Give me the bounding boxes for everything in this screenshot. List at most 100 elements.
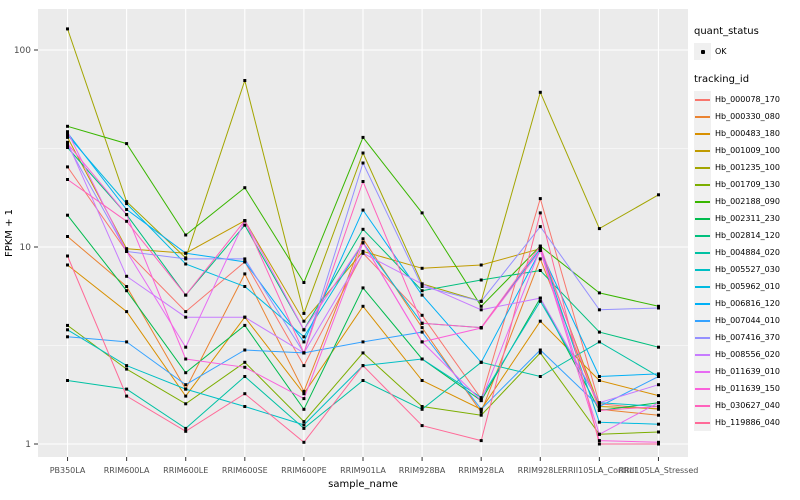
data-point — [125, 285, 129, 288]
line-swatch-icon — [695, 183, 710, 186]
legend-item-label: Hb_002814_120 — [715, 231, 780, 240]
data-point — [420, 293, 424, 297]
line-swatch-icon — [695, 132, 710, 135]
data-point — [125, 367, 129, 371]
line-swatch-icon — [695, 421, 710, 424]
legend-item-label: Hb_007416_370 — [715, 333, 780, 342]
legend-item-Hb_006816_120: Hb_006816_120 — [694, 295, 800, 312]
legend-key — [694, 227, 711, 244]
data-point — [479, 407, 483, 411]
legend-item-label: Hb_008556_020 — [715, 350, 780, 359]
data-point — [479, 399, 483, 403]
data-point — [125, 364, 129, 368]
data-point — [420, 330, 424, 334]
data-point — [243, 375, 247, 378]
legend-item-Hb_004884_020: Hb_004884_020 — [694, 244, 800, 261]
data-point — [361, 340, 365, 344]
data-point — [657, 383, 660, 387]
data-point — [657, 405, 660, 408]
legend-item-label: Hb_005962_010 — [715, 282, 780, 291]
legend-key — [694, 125, 711, 142]
x-tick-label: RRIM600LA — [104, 466, 150, 475]
legend-item-label: Hb_000078_170 — [715, 95, 780, 104]
legend-item-label: Hb_002311_230 — [715, 214, 780, 223]
data-point — [302, 440, 306, 444]
data-point — [243, 260, 247, 264]
data-point — [479, 360, 483, 364]
data-point — [302, 319, 306, 323]
data-point — [184, 233, 188, 237]
data-point — [597, 420, 601, 424]
data-point — [597, 432, 601, 436]
data-point — [243, 365, 247, 369]
data-point — [302, 351, 306, 355]
legend-item-Hb_000330_080: Hb_000330_080 — [694, 108, 800, 125]
line-swatch-icon — [695, 370, 710, 373]
data-point — [302, 340, 306, 344]
data-point — [361, 151, 365, 155]
data-point — [184, 357, 188, 361]
legend-key — [694, 380, 711, 397]
legend-key — [694, 278, 711, 295]
data-point — [66, 323, 69, 327]
line-swatch-icon — [695, 166, 710, 169]
data-point — [66, 335, 69, 339]
data-point — [243, 315, 247, 319]
data-point — [420, 289, 424, 293]
data-point — [420, 405, 424, 408]
data-point — [66, 213, 69, 217]
data-point — [420, 285, 424, 288]
legend-item-label: Hb_004884_020 — [715, 248, 780, 257]
data-point — [302, 364, 306, 368]
data-point — [361, 135, 365, 139]
data-point — [243, 392, 247, 396]
data-point — [184, 387, 188, 391]
line-swatch-icon — [695, 149, 710, 152]
data-point — [66, 254, 69, 258]
data-point — [657, 304, 660, 308]
data-point — [125, 394, 129, 398]
data-point — [420, 407, 424, 411]
legend-key — [694, 142, 711, 159]
data-point — [66, 124, 69, 128]
x-tick-label: RRIM600SE — [222, 466, 268, 475]
data-point — [361, 208, 365, 212]
legend-item-label: Hb_011639_150 — [715, 384, 780, 393]
data-point — [184, 257, 188, 261]
data-point — [597, 340, 601, 344]
legend-key — [694, 295, 711, 312]
legend-item-Hb_001709_130: Hb_001709_130 — [694, 176, 800, 193]
data-point — [302, 423, 306, 427]
data-point — [538, 351, 542, 355]
data-point — [479, 299, 483, 303]
legend-tracking-id-items: Hb_000078_170 Hb_000330_080 Hb_000483_180 H… — [694, 91, 800, 431]
x-tick-label: RRIM928LE — [518, 466, 563, 475]
legend-item-Hb_030627_040: Hb_030627_040 — [694, 397, 800, 414]
line-swatch-icon — [695, 268, 710, 271]
data-point — [479, 326, 483, 330]
legend-item-label: Hb_119886_040 — [715, 418, 780, 427]
data-point — [302, 392, 306, 396]
y-tick-label: 100 — [14, 46, 31, 56]
data-point — [125, 310, 129, 314]
legend-quant-status-items: OK — [694, 43, 800, 60]
legend-title-tracking-id: tracking_id — [694, 74, 750, 85]
legend-key — [694, 397, 711, 414]
data-point — [184, 262, 188, 266]
data-point — [538, 197, 542, 201]
legend-item-Hb_007044_010: Hb_007044_010 — [694, 312, 800, 329]
x-tick-label: RRII105LA_Stressed — [619, 466, 699, 475]
data-point — [243, 223, 247, 227]
line-swatch-icon — [695, 387, 710, 390]
data-point — [538, 247, 542, 251]
data-point — [538, 348, 542, 352]
data-point — [420, 379, 424, 382]
data-point — [420, 321, 424, 325]
data-point — [420, 340, 424, 344]
data-point — [302, 335, 306, 339]
data-point — [184, 429, 188, 433]
x-tick-label: RRII105LA_Control — [562, 466, 636, 475]
data-point — [657, 375, 660, 378]
data-point — [479, 304, 483, 308]
data-point — [538, 249, 542, 252]
